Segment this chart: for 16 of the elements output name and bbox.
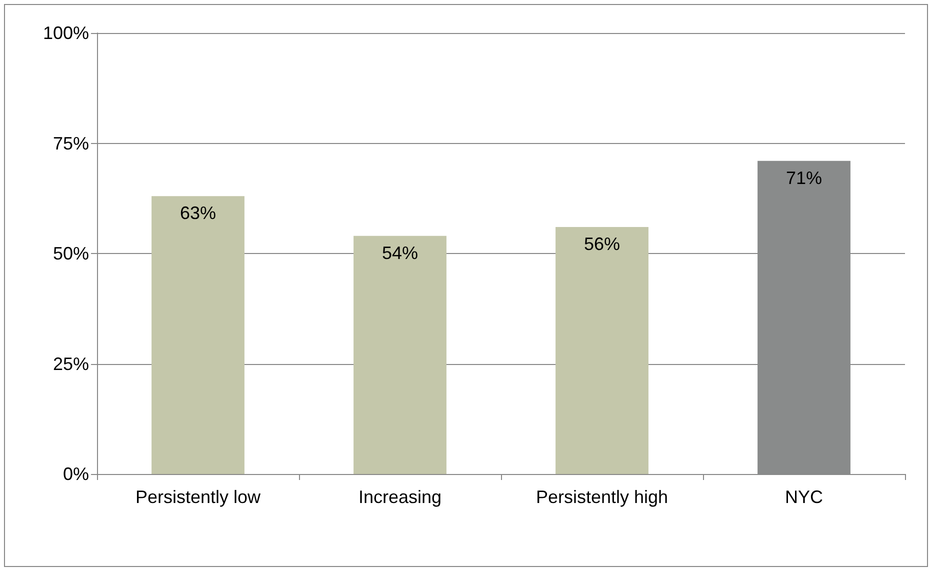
y-tick-label: 100% [42, 23, 89, 43]
data-label: 71% [786, 168, 822, 188]
x-tick-label: Persistently low [135, 487, 262, 507]
x-tick-label: NYC [784, 487, 824, 507]
bar [556, 227, 648, 474]
bar [354, 236, 446, 474]
x-tick-label: Increasing [358, 487, 442, 507]
x-tick-label: Persistently high [536, 487, 668, 507]
data-label: 63% [180, 203, 216, 224]
y-tick-label: 0% [62, 464, 89, 484]
y-tick-label: 50% [52, 244, 89, 264]
y-tick-label: 25% [52, 354, 89, 374]
y-tick-label: 75% [52, 133, 89, 154]
data-label: 54% [382, 242, 418, 263]
bar [152, 196, 244, 474]
data-label: 56% [584, 234, 620, 254]
